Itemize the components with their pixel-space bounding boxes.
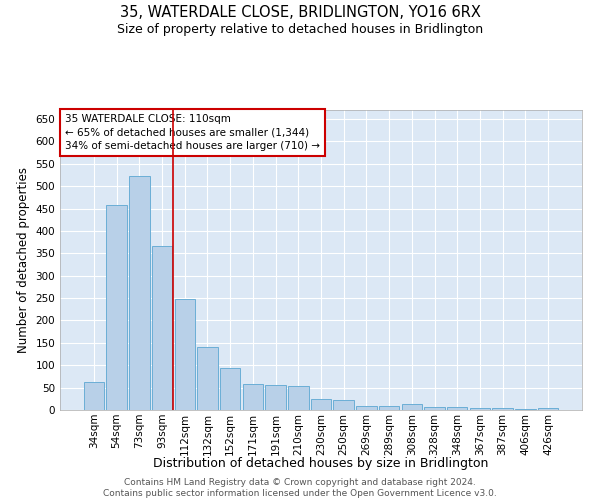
Bar [515, 409, 536, 410]
Bar [311, 399, 331, 410]
Bar [152, 246, 172, 410]
Text: Distribution of detached houses by size in Bridlington: Distribution of detached houses by size … [154, 458, 488, 470]
Bar [493, 408, 513, 410]
Bar [356, 406, 377, 410]
Text: 35, WATERDALE CLOSE, BRIDLINGTON, YO16 6RX: 35, WATERDALE CLOSE, BRIDLINGTON, YO16 6… [119, 5, 481, 20]
Y-axis label: Number of detached properties: Number of detached properties [17, 167, 30, 353]
Bar [220, 368, 241, 410]
Text: Contains HM Land Registry data © Crown copyright and database right 2024.
Contai: Contains HM Land Registry data © Crown c… [103, 478, 497, 498]
Bar [447, 407, 467, 410]
Bar [379, 406, 400, 410]
Bar [84, 382, 104, 410]
Bar [129, 176, 149, 410]
Bar [197, 348, 218, 410]
Bar [242, 384, 263, 410]
Text: Size of property relative to detached houses in Bridlington: Size of property relative to detached ho… [117, 22, 483, 36]
Bar [265, 386, 286, 410]
Bar [401, 404, 422, 410]
Bar [106, 206, 127, 410]
Text: 35 WATERDALE CLOSE: 110sqm
← 65% of detached houses are smaller (1,344)
34% of s: 35 WATERDALE CLOSE: 110sqm ← 65% of deta… [65, 114, 320, 151]
Bar [175, 299, 195, 410]
Bar [288, 386, 308, 410]
Bar [424, 407, 445, 410]
Bar [538, 408, 558, 410]
Bar [470, 408, 490, 410]
Bar [334, 400, 354, 410]
